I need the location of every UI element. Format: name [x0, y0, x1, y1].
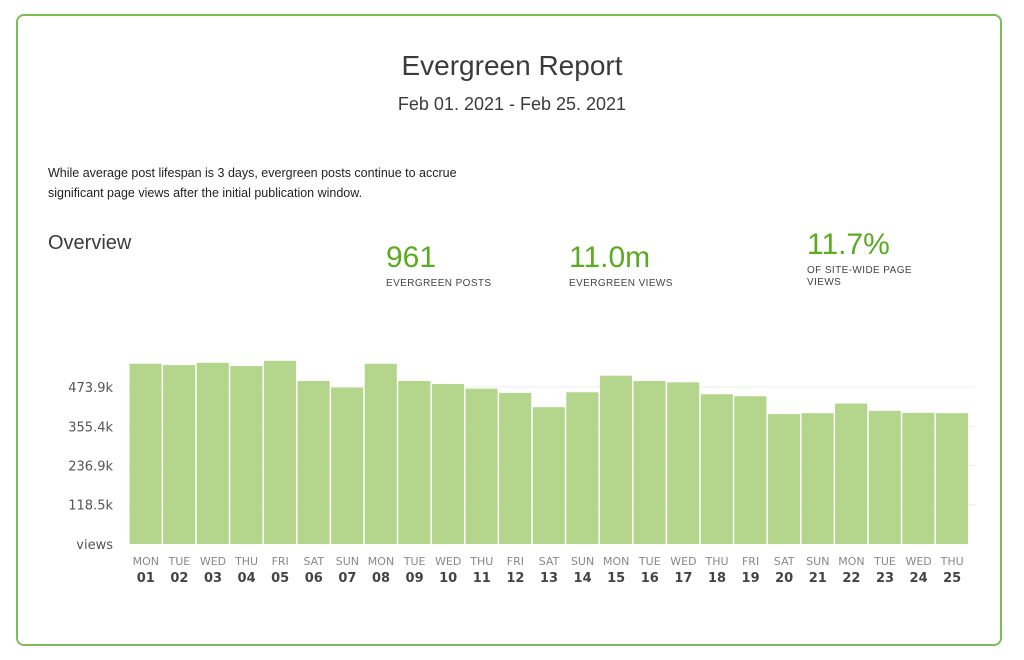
bar — [263, 360, 296, 544]
x-tick-weekday: MON — [368, 555, 394, 568]
x-tick-weekday: THU — [469, 555, 493, 568]
x-tick-weekday: SAT — [539, 555, 560, 568]
bar — [667, 382, 700, 544]
x-tick-date: 10 — [439, 571, 457, 586]
x-tick-date: 02 — [170, 571, 188, 586]
x-tick-weekday: MON — [838, 555, 864, 568]
x-tick-weekday: SAT — [304, 555, 325, 568]
stat-value: 11.0m — [569, 241, 651, 274]
x-tick-date: 24 — [910, 571, 928, 586]
x-tick-date: 23 — [876, 571, 894, 586]
x-tick-weekday: FRI — [507, 555, 524, 568]
bar — [196, 362, 229, 544]
x-tick-date: 21 — [809, 571, 827, 586]
y-tick-label: 473.9k — [68, 381, 113, 396]
bar — [398, 381, 431, 544]
bar — [431, 383, 464, 544]
x-tick-date: 18 — [708, 571, 726, 586]
x-tick-weekday: FRI — [272, 555, 289, 568]
bar — [532, 407, 565, 544]
x-tick-date: 05 — [271, 571, 289, 586]
bar — [902, 412, 935, 544]
x-tick-date: 19 — [742, 571, 760, 586]
stat-label: EVERGREEN VIEWS — [569, 278, 673, 289]
x-tick-weekday: THU — [704, 555, 728, 568]
x-tick-date: 15 — [607, 571, 625, 586]
x-tick-weekday: MON — [603, 555, 629, 568]
stat-evergreen-posts: 961 EVERGREEN POSTS — [386, 242, 491, 290]
x-tick-weekday: MON — [133, 555, 159, 568]
y-tick-label: 236.9k — [68, 460, 113, 475]
x-tick-date: 12 — [506, 571, 524, 586]
x-tick-date: 04 — [238, 571, 256, 586]
x-tick-date: 20 — [775, 571, 793, 586]
bar — [801, 413, 834, 544]
bar — [364, 363, 397, 544]
x-tick-weekday: THU — [234, 555, 258, 568]
x-tick-weekday: SUN — [571, 555, 594, 568]
x-tick-date: 17 — [674, 571, 692, 586]
x-tick-date: 03 — [204, 571, 222, 586]
report-description: While average post lifespan is 3 days, e… — [48, 166, 457, 200]
bar — [331, 387, 364, 544]
overview-heading: Overview — [48, 232, 132, 254]
stat-label: OF SITE-WIDE PAGE VIEWS — [807, 265, 912, 288]
bar — [566, 392, 599, 544]
x-tick-weekday: WED — [435, 555, 461, 568]
bar — [633, 381, 666, 544]
bar — [129, 363, 162, 544]
x-tick-weekday: WED — [670, 555, 696, 568]
x-tick-date: 01 — [137, 571, 155, 586]
x-tick-weekday: SUN — [336, 555, 359, 568]
bar — [465, 388, 498, 544]
stat-label: EVERGREEN POSTS — [386, 278, 492, 289]
report-date-range: Feb 01. 2021 - Feb 25. 2021 — [397, 94, 627, 114]
bar — [868, 410, 901, 544]
x-tick-weekday: THU — [940, 555, 964, 568]
bar — [700, 394, 733, 544]
x-tick-weekday: SUN — [806, 555, 829, 568]
bar — [835, 403, 868, 544]
y-axis-label: views — [76, 538, 113, 553]
y-tick-label: 355.4k — [68, 420, 113, 435]
x-tick-date: 06 — [305, 571, 323, 586]
x-tick-weekday: TUE — [873, 555, 896, 568]
bar — [767, 414, 800, 544]
x-tick-weekday: FRI — [742, 555, 759, 568]
x-tick-weekday: TUE — [168, 555, 191, 568]
x-tick-weekday: TUE — [403, 555, 426, 568]
bar — [163, 365, 196, 544]
y-tick-label: 118.5k — [68, 499, 113, 514]
x-tick-date: 13 — [540, 571, 558, 586]
stat-value: 961 — [386, 241, 437, 274]
x-tick-weekday: SAT — [774, 555, 795, 568]
stat-value: 11.7% — [807, 228, 890, 261]
x-tick-date: 08 — [372, 571, 390, 586]
bar — [297, 381, 330, 544]
bar — [935, 413, 968, 544]
x-tick-date: 11 — [473, 571, 491, 586]
bar — [599, 375, 632, 544]
x-tick-weekday: WED — [200, 555, 226, 568]
bar — [734, 396, 767, 544]
x-tick-date: 16 — [641, 571, 659, 586]
x-tick-date: 14 — [574, 571, 592, 586]
bar — [230, 366, 263, 544]
stat-evergreen-views: 11.0m EVERGREEN VIEWS — [569, 242, 673, 290]
x-tick-date: 09 — [406, 571, 424, 586]
x-tick-weekday: WED — [905, 555, 931, 568]
x-tick-weekday: TUE — [638, 555, 661, 568]
x-tick-date: 07 — [338, 571, 356, 586]
x-tick-date: 22 — [842, 571, 860, 586]
stat-site-wide-share: 11.7% OF SITE-WIDE PAGE VIEWS — [807, 229, 937, 289]
bar — [499, 392, 532, 544]
x-tick-date: 25 — [943, 571, 961, 586]
report-title: Evergreen Report — [401, 50, 623, 81]
